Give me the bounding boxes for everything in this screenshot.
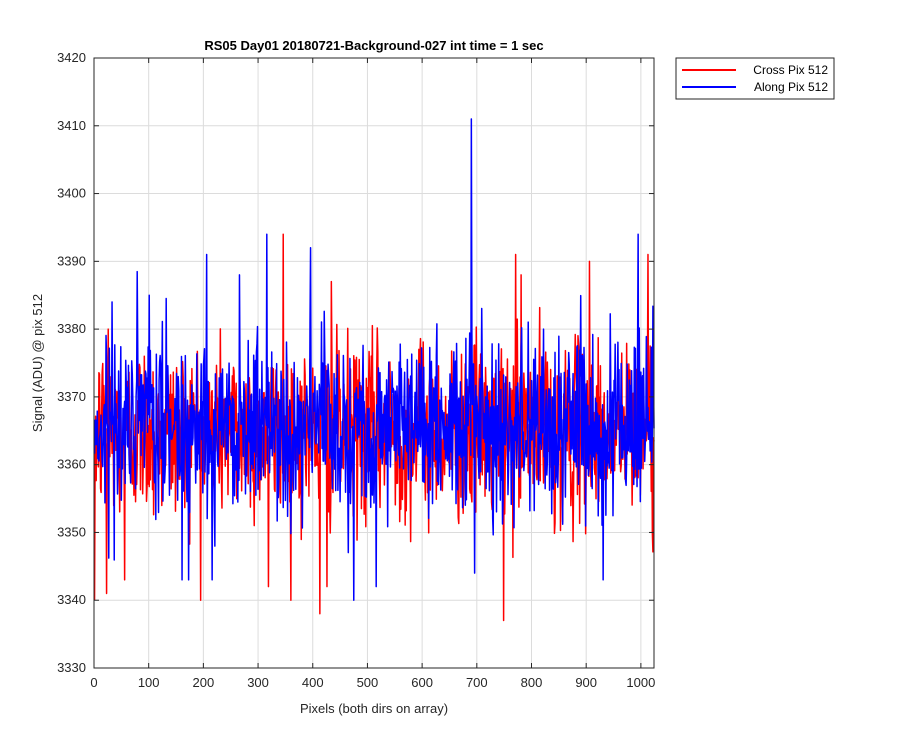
- x-tick-label: 400: [302, 675, 324, 690]
- legend-label-cross: Cross Pix 512: [753, 63, 828, 77]
- y-tick-label: 3380: [57, 321, 86, 336]
- x-tick-label: 900: [575, 675, 597, 690]
- legend-label-along: Along Pix 512: [754, 80, 828, 94]
- x-tick-label: 600: [411, 675, 433, 690]
- x-tick-label: 0: [90, 675, 97, 690]
- y-tick-label: 3330: [57, 660, 86, 675]
- series-layer: [93, 118, 655, 622]
- series-line-along-pix-512: [93, 118, 655, 601]
- y-tick-label: 3390: [57, 253, 86, 268]
- y-tick-label: 3360: [57, 457, 86, 472]
- chart-title: RS05 Day01 20180721-Background-027 int t…: [204, 38, 543, 53]
- legend-box: [675, 57, 835, 100]
- y-tick-label: 3420: [57, 50, 86, 65]
- plot-area-bg: [94, 58, 654, 668]
- x-tick-label: 700: [466, 675, 488, 690]
- tick-layer: 0 100 200 300 400 500 600 700 800 900 1000 3330 3340…: [57, 50, 655, 690]
- legend: Cross Pix 512 Along Pix 512: [675, 57, 835, 100]
- x-tick-label: 1000: [626, 675, 655, 690]
- y-axis-label: Signal (ADU) @ pix 512: [30, 294, 45, 432]
- axes-frame: [93, 57, 655, 669]
- x-tick-label: 800: [521, 675, 543, 690]
- y-tick-label: 3350: [57, 524, 86, 539]
- y-tick-label: 3410: [57, 118, 86, 133]
- x-axis-label: Pixels (both dirs on array): [300, 701, 448, 716]
- y-tick-label: 3370: [57, 389, 86, 404]
- grid-layer: [94, 58, 654, 668]
- x-tick-label: 100: [138, 675, 160, 690]
- y-tick-label: 3340: [57, 592, 86, 607]
- x-tick-label: 300: [247, 675, 269, 690]
- x-tick-label: 200: [193, 675, 215, 690]
- x-tick-label: 500: [357, 675, 379, 690]
- y-tick-label: 3400: [57, 186, 86, 201]
